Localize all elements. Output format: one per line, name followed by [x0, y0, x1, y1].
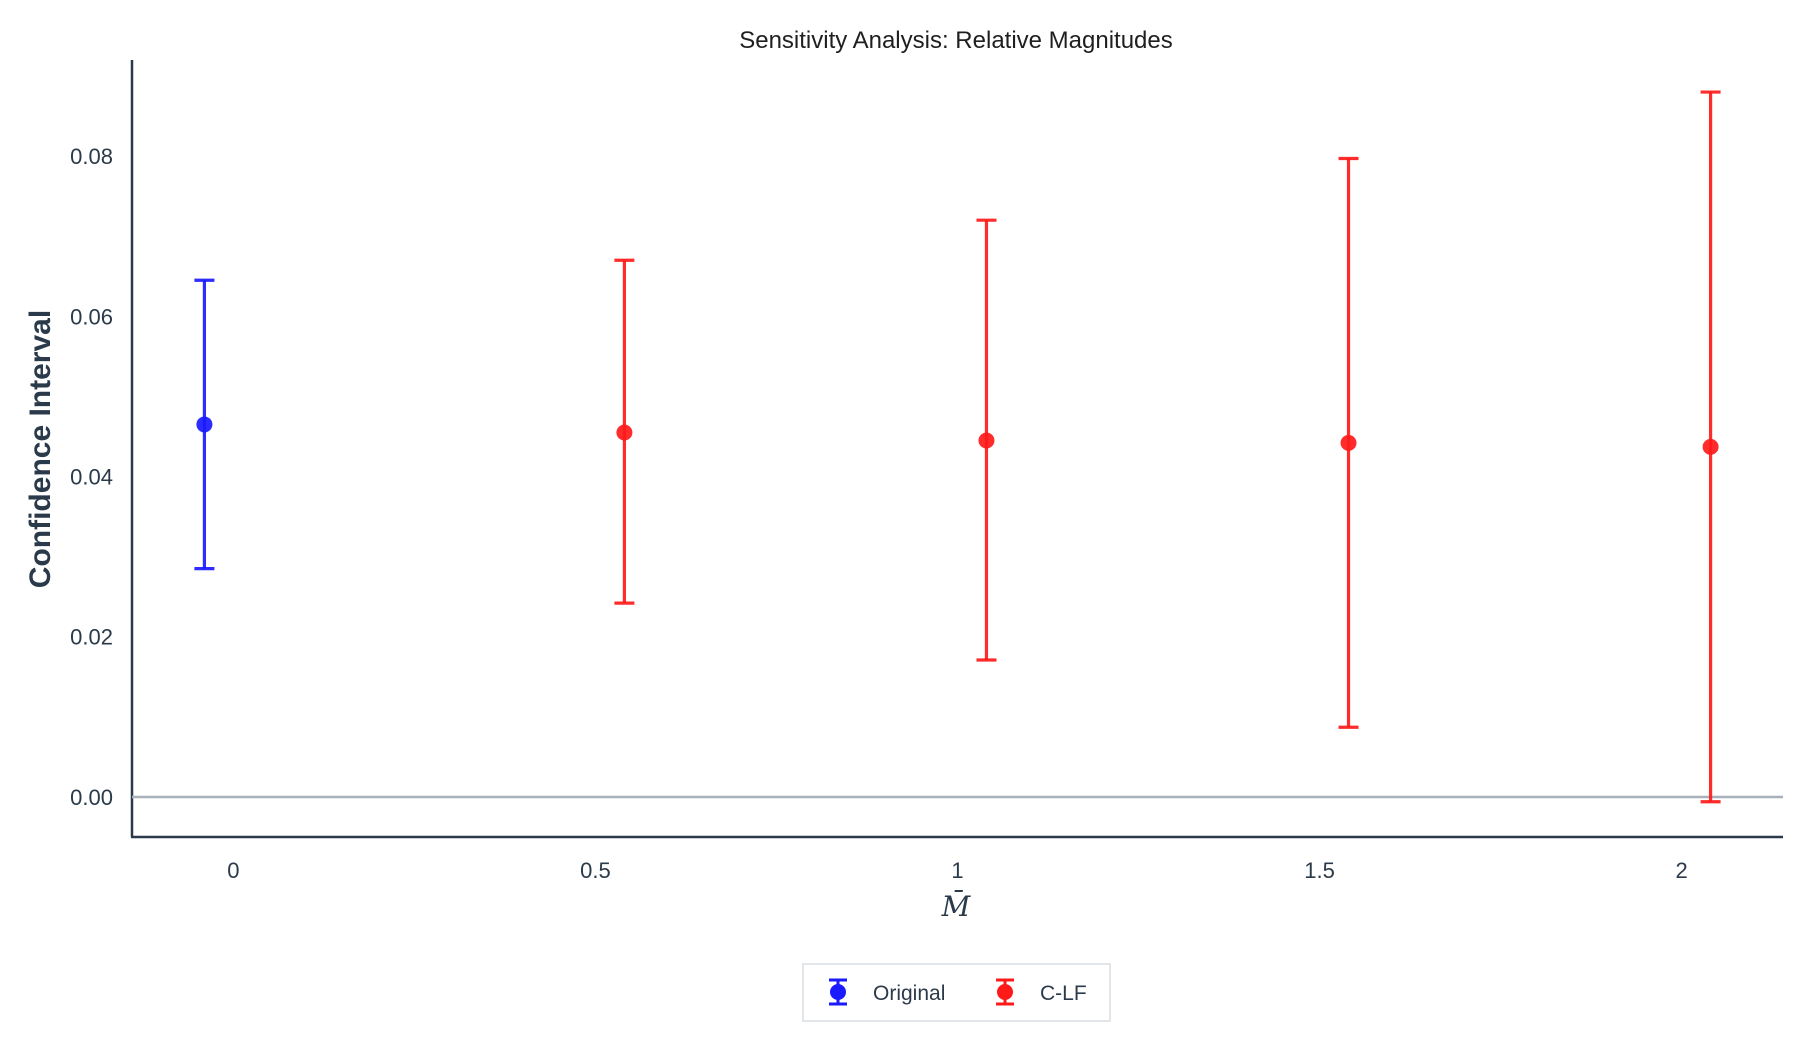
point-group-1-2	[1338, 156, 1359, 729]
legend-original-label: Original	[873, 982, 945, 1005]
legend-box	[802, 963, 1111, 1022]
point-marker-1-2	[1340, 434, 1357, 451]
x-axis-label: M̄	[941, 889, 972, 923]
point-group-1-0	[614, 258, 635, 605]
chart-title: Sensitivity Analysis: Relative Magnitude…	[739, 27, 1173, 54]
point-group-1-3	[1700, 90, 1721, 804]
legend: Original C-LF	[802, 963, 1111, 1022]
y-axis-label: Confidence Interval	[24, 310, 57, 588]
y-tick-label-4: 0.08	[70, 144, 113, 169]
point-marker-1-0	[616, 424, 633, 441]
legend-original-marker	[830, 984, 846, 1000]
legend-clf-label: C-LF	[1040, 982, 1087, 1005]
x-tick-label-3: 1.5	[1304, 858, 1335, 883]
y-tick-label-2: 0.04	[70, 465, 113, 490]
x-tick-label-1: 0.5	[580, 858, 611, 883]
y-tick-label-1: 0.02	[70, 625, 113, 650]
y-tick-label-3: 0.06	[70, 304, 113, 329]
point-marker-0-0	[196, 416, 213, 433]
legend-item-clf: C-LF	[996, 978, 1087, 1006]
y-tick-labels: 0.00 0.02 0.04 0.06 0.08	[70, 144, 113, 810]
y-tick-label-0: 0.00	[70, 785, 113, 810]
point-group-1-1	[976, 218, 997, 662]
x-tick-label-2: 1	[951, 858, 963, 883]
legend-item-original: Original	[829, 978, 945, 1006]
point-group-0-0	[194, 278, 215, 571]
x-tick-label-0: 0	[227, 858, 239, 883]
point-marker-1-1	[978, 432, 995, 449]
x-tick-labels: 0 0.5 1 1.5 2	[227, 858, 1687, 883]
x-tick-label-4: 2	[1675, 858, 1687, 883]
axes	[130, 60, 1783, 839]
legend-clf-marker	[997, 984, 1013, 1000]
point-marker-1-3	[1702, 438, 1719, 455]
plot-marks	[194, 90, 1721, 804]
